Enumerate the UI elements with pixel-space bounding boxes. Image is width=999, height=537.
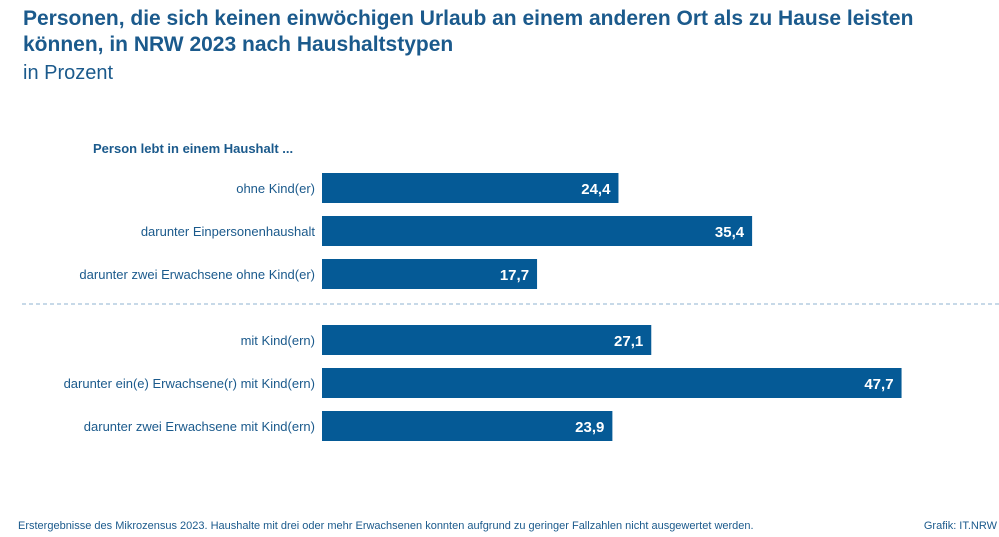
value-label: 47,7 bbox=[864, 376, 893, 393]
group-label: Person lebt in einem Haushalt ... bbox=[93, 141, 293, 156]
bar bbox=[322, 173, 619, 203]
value-label: 27,1 bbox=[614, 333, 643, 350]
footer-note: Erstergebnisse des Mikrozensus 2023. Hau… bbox=[18, 520, 754, 532]
chart-subtitle: in Prozent bbox=[23, 62, 114, 84]
footer-source: Grafik: IT.NRW bbox=[923, 520, 997, 532]
chart-title: Personen, die sich keinen einwöchigen Ur… bbox=[23, 7, 914, 56]
bar bbox=[322, 368, 902, 398]
value-label: 23,9 bbox=[575, 419, 604, 436]
bar bbox=[322, 411, 613, 441]
value-label: 17,7 bbox=[500, 267, 529, 284]
category-label: darunter Einpersonenhaushalt bbox=[141, 224, 316, 239]
bars-layer: ohne Kind(er) 24,4 darunter Einpersonenhau… bbox=[22, 173, 999, 441]
bar bbox=[322, 259, 538, 289]
bar bbox=[322, 216, 753, 246]
category-label: darunter zwei Erwachsene ohne Kind(er) bbox=[79, 267, 315, 282]
value-label: 24,4 bbox=[581, 181, 611, 198]
category-label: darunter ein(e) Erwachsene(r) mit Kind(e… bbox=[64, 376, 315, 391]
category-label: darunter zwei Erwachsene mit Kind(ern) bbox=[84, 419, 315, 434]
bar bbox=[322, 325, 652, 355]
category-label: mit Kind(ern) bbox=[241, 333, 315, 348]
value-label: 35,4 bbox=[715, 224, 745, 241]
category-label: ohne Kind(er) bbox=[236, 181, 315, 196]
